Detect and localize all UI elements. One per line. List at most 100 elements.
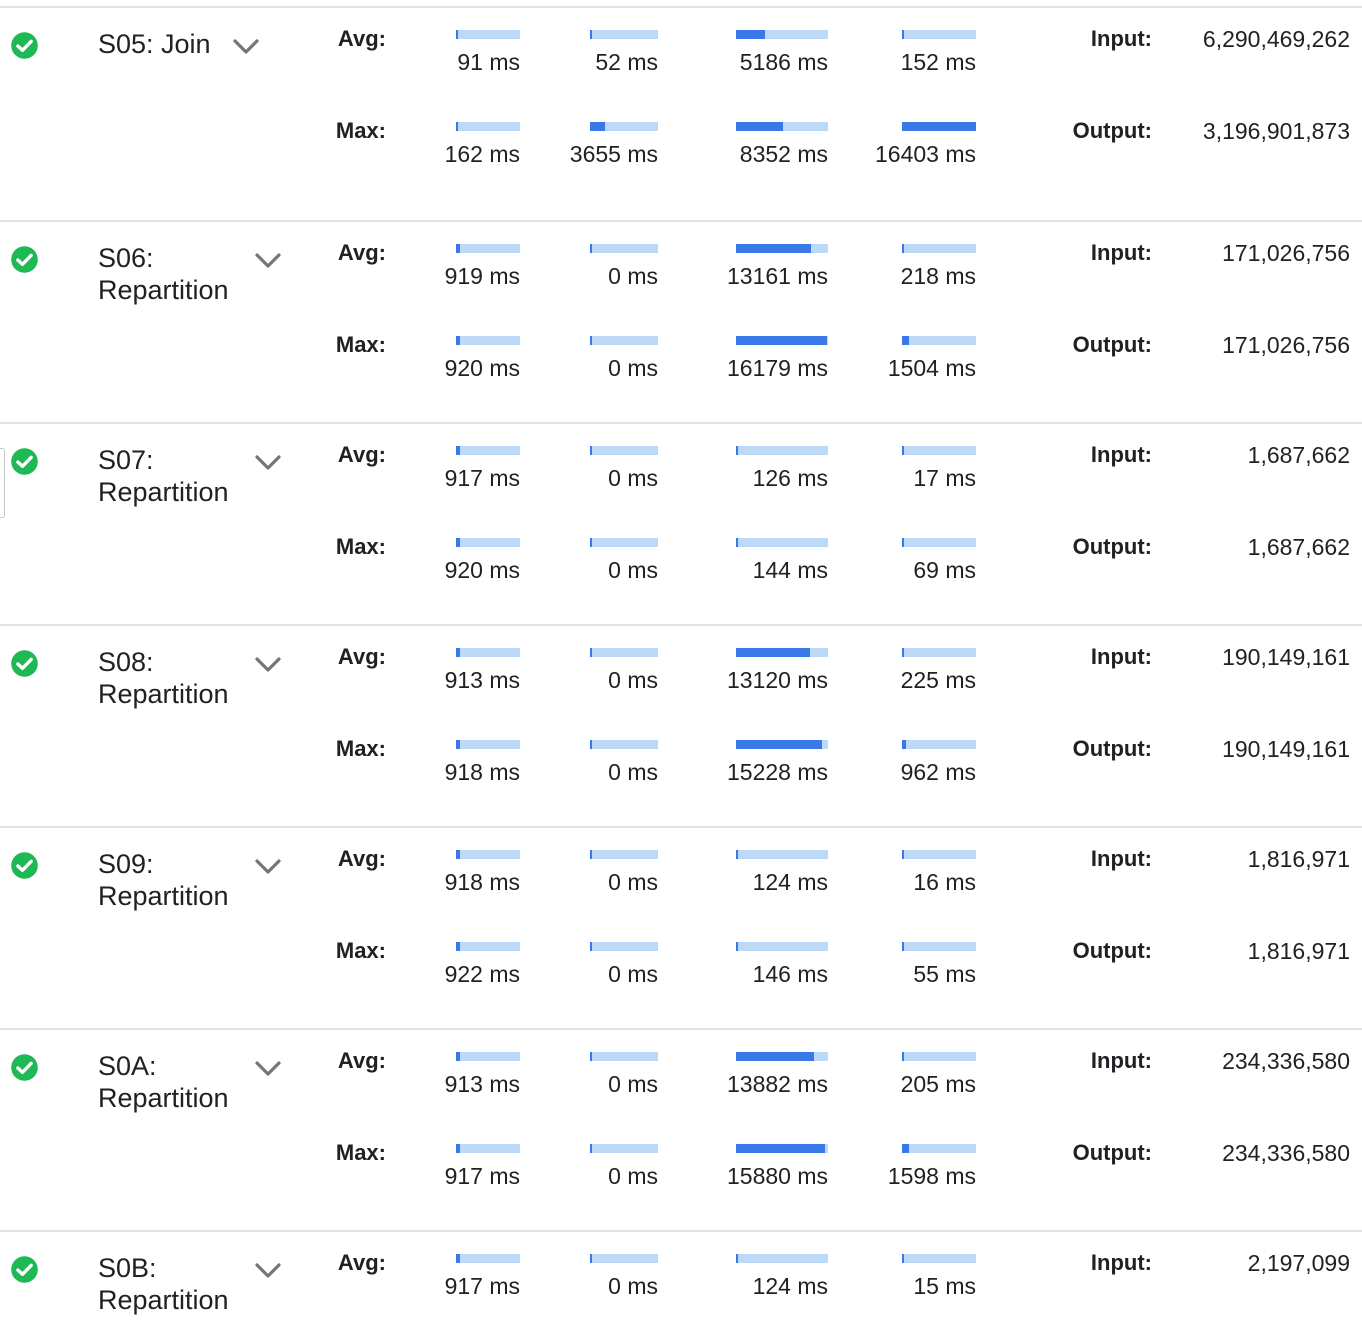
output-label: Output: (1072, 534, 1152, 559)
chevron-down-icon[interactable] (254, 858, 282, 876)
check-circle-icon (10, 1053, 39, 1082)
input-label: Input: (1090, 846, 1152, 871)
timing-bar (456, 244, 520, 253)
timing-value: 920 ms (444, 355, 520, 381)
timing-value: 3655 ms (569, 141, 658, 167)
timing-bar-fill (456, 942, 460, 951)
timing-bar-fill (736, 446, 738, 455)
timing-bar-fill (456, 1254, 460, 1263)
timing-value: 162 ms (444, 141, 520, 167)
output-label: Output: (1072, 118, 1152, 143)
check-circle-icon (10, 649, 39, 678)
timing-bar-fill (456, 648, 460, 657)
output-value: 3,196,901,873 (1202, 118, 1350, 144)
chevron-down-icon[interactable] (254, 252, 282, 270)
stage-divider (0, 1230, 1362, 1232)
timing-bar (902, 1144, 976, 1153)
side-panel-handle[interactable] (0, 448, 5, 518)
chevron-down-icon[interactable] (254, 656, 282, 674)
stage-name[interactable]: S08: Repartition (98, 647, 229, 709)
timing-bar-fill (590, 1254, 592, 1263)
timing-bar (902, 244, 976, 253)
output-value: 190,149,161 (1222, 736, 1350, 762)
stage-name[interactable]: S06: Repartition (98, 243, 229, 305)
timing-value: 962 ms (900, 759, 976, 785)
chevron-down-icon[interactable] (254, 454, 282, 472)
timing-bar-fill (590, 336, 592, 345)
timing-value: 13161 ms (726, 263, 828, 289)
chevron-down-icon[interactable] (254, 1262, 282, 1280)
timing-bar (590, 942, 658, 951)
timing-value: 920 ms (444, 557, 520, 583)
timing-bar-fill (456, 740, 460, 749)
timing-value: 13120 ms (726, 667, 828, 693)
stage-name[interactable]: S0A: Repartition (98, 1051, 229, 1113)
max-label: Max: (335, 118, 386, 143)
output-value: 1,816,971 (1247, 938, 1350, 964)
input-label: Input: (1090, 644, 1152, 669)
avg-label: Avg: (337, 240, 386, 265)
input-label: Input: (1090, 442, 1152, 467)
timing-bar-fill (590, 538, 592, 547)
timing-bar (736, 122, 828, 131)
timing-value: 0 ms (608, 961, 658, 987)
timing-bar (902, 538, 976, 547)
timing-bar-fill (456, 336, 460, 345)
stage-name[interactable]: S05: Join (98, 29, 211, 59)
timing-bar-fill (456, 850, 460, 859)
timing-bar-fill (902, 648, 904, 657)
output-label: Output: (1072, 736, 1152, 761)
timing-value: 0 ms (608, 263, 658, 289)
timing-bar-fill (902, 850, 904, 859)
check-circle-icon (10, 245, 39, 274)
timing-bar (456, 1052, 520, 1061)
timing-bar-fill (902, 1052, 904, 1061)
timing-value: 15880 ms (726, 1163, 828, 1189)
timing-bar-fill (902, 1254, 904, 1263)
timing-bar (736, 1254, 828, 1263)
timing-value: 218 ms (900, 263, 976, 289)
input-label: Input: (1090, 1048, 1152, 1073)
timing-value: 124 ms (752, 1273, 828, 1299)
timing-bar (736, 244, 828, 253)
timing-value: 0 ms (608, 759, 658, 785)
timing-bar (736, 942, 828, 951)
timing-bar-fill (590, 446, 592, 455)
timing-value: 15 ms (913, 1273, 976, 1299)
timing-bar (736, 1144, 828, 1153)
timing-bar (590, 538, 658, 547)
timing-bar-fill (590, 244, 592, 253)
input-value: 171,026,756 (1222, 240, 1350, 266)
timing-bar-fill (590, 740, 592, 749)
avg-label: Avg: (337, 442, 386, 467)
timing-bar-fill (456, 446, 460, 455)
timing-value: 69 ms (913, 557, 976, 583)
avg-label: Avg: (337, 1250, 386, 1275)
max-label: Max: (335, 736, 386, 761)
stage-name[interactable]: S09: Repartition (98, 849, 229, 911)
timing-bar-fill (902, 336, 909, 345)
timing-bar (456, 942, 520, 951)
timing-bar (902, 122, 976, 131)
timing-value: 17 ms (913, 465, 976, 491)
timing-bar (902, 740, 976, 749)
timing-bar-fill (590, 942, 592, 951)
timing-value: 16179 ms (726, 355, 828, 381)
stage-divider (0, 624, 1362, 626)
output-label: Output: (1072, 1140, 1152, 1165)
chevron-down-icon[interactable] (232, 38, 260, 56)
timing-bar-fill (736, 648, 810, 657)
timing-value: 15228 ms (726, 759, 828, 785)
stage-name[interactable]: S07: Repartition (98, 445, 229, 507)
timing-bar (456, 850, 520, 859)
check-circle-icon (10, 1255, 39, 1284)
timing-value: 52 ms (595, 49, 658, 75)
avg-label: Avg: (337, 1048, 386, 1073)
timing-value: 0 ms (608, 869, 658, 895)
timing-value: 225 ms (900, 667, 976, 693)
chevron-down-icon[interactable] (254, 1060, 282, 1078)
stage-divider (0, 826, 1362, 828)
timing-bar (902, 336, 976, 345)
timing-bar (902, 446, 976, 455)
stage-name[interactable]: S0B: Repartition (98, 1253, 229, 1315)
